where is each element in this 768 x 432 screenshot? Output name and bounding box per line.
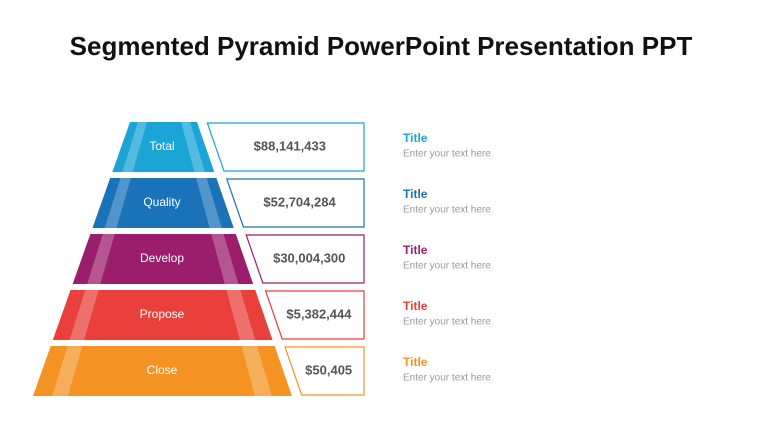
segment-highlight <box>226 290 256 340</box>
pyramid-segment <box>52 290 273 340</box>
segment-highlight <box>181 122 205 172</box>
segment-label: Total <box>149 139 174 153</box>
segment-highlight <box>211 234 239 284</box>
amount: $88,141,433 <box>254 138 326 153</box>
item-heading: Title <box>403 243 428 257</box>
segment-label: Propose <box>140 307 185 321</box>
amount: $52,704,284 <box>263 194 336 209</box>
item-heading: Title <box>403 131 428 145</box>
item-heading: Title <box>403 187 428 201</box>
segment-highlight <box>241 346 272 396</box>
segment-label: Close <box>147 363 178 377</box>
pyramid-segment <box>92 178 234 228</box>
segment-highlight <box>52 346 83 396</box>
amount-box <box>225 178 365 228</box>
amount: $50,405 <box>305 362 352 377</box>
item-text: Enter your text here <box>403 373 491 384</box>
segment-label: Quality <box>143 195 180 209</box>
segment-highlight <box>87 234 115 284</box>
amount-box <box>245 234 365 284</box>
item-heading: Title <box>403 299 428 313</box>
amount-box <box>264 290 365 340</box>
item-text: Enter your text here <box>403 205 491 216</box>
item-text: Enter your text here <box>403 149 491 160</box>
segment-highlight <box>69 290 99 340</box>
segment-highlight <box>122 122 147 172</box>
segment-label: Develop <box>140 251 184 265</box>
item-text: Enter your text here <box>403 261 491 272</box>
amount-box <box>284 346 365 396</box>
amount: $30,004,300 <box>273 250 345 265</box>
pyramid-segment <box>112 122 215 172</box>
amount: $5,382,444 <box>286 306 352 321</box>
segment-highlight <box>104 178 131 228</box>
item-text: Enter your text here <box>403 317 491 328</box>
segment-highlight <box>196 178 222 228</box>
pyramid-segment <box>72 234 254 284</box>
item-heading: Title <box>403 355 428 369</box>
slide-title: Segmented Pyramid PowerPoint Presentatio… <box>70 31 693 61</box>
amount-box <box>206 122 365 172</box>
pyramid-segment <box>33 346 292 396</box>
